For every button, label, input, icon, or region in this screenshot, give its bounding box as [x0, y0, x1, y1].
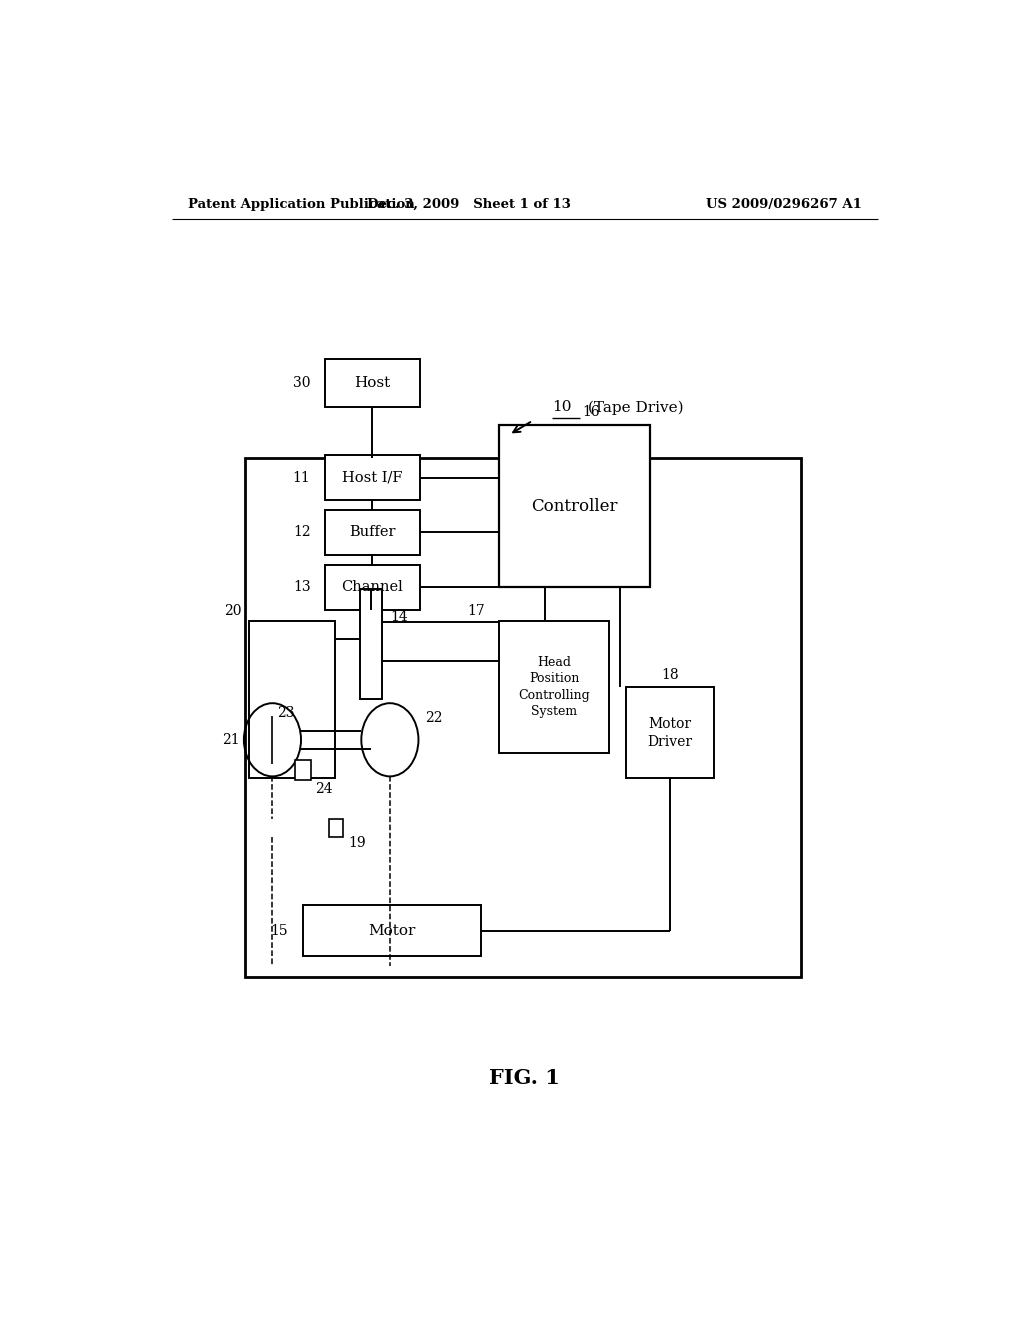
Text: Dec. 3, 2009   Sheet 1 of 13: Dec. 3, 2009 Sheet 1 of 13 — [368, 198, 571, 211]
Bar — [500, 620, 609, 752]
Bar — [325, 565, 420, 610]
Text: Motor: Motor — [369, 924, 416, 939]
Text: Patent Application Publication: Patent Application Publication — [187, 198, 415, 211]
Text: FIG. 1: FIG. 1 — [489, 1068, 560, 1088]
Text: (Tape Drive): (Tape Drive) — [583, 400, 683, 414]
Bar — [325, 359, 420, 408]
Bar — [359, 589, 382, 700]
Text: 18: 18 — [662, 668, 679, 681]
Text: 14: 14 — [390, 610, 408, 624]
Bar — [295, 760, 310, 780]
Text: 12: 12 — [293, 525, 310, 540]
Text: 23: 23 — [278, 706, 295, 719]
Bar — [246, 458, 801, 977]
Text: 10: 10 — [553, 400, 572, 414]
Bar — [250, 620, 335, 779]
Text: US 2009/0296267 A1: US 2009/0296267 A1 — [707, 198, 862, 211]
Text: 20: 20 — [224, 603, 242, 618]
Text: 24: 24 — [315, 781, 333, 796]
Bar — [325, 455, 420, 500]
Text: 11: 11 — [293, 470, 310, 484]
Bar — [325, 510, 420, 554]
Text: 30: 30 — [293, 376, 310, 389]
Text: Host: Host — [354, 376, 390, 389]
Bar — [500, 425, 650, 587]
Text: Controller: Controller — [531, 498, 618, 515]
Text: 19: 19 — [348, 837, 366, 850]
Text: 17: 17 — [467, 603, 485, 618]
Text: Channel: Channel — [342, 581, 403, 594]
Text: Head
Position
Controlling
System: Head Position Controlling System — [518, 656, 590, 718]
Bar — [329, 818, 343, 837]
Text: 15: 15 — [270, 924, 289, 939]
Text: 16: 16 — [583, 405, 600, 420]
Text: Buffer: Buffer — [349, 525, 395, 540]
Text: Motor
Driver: Motor Driver — [647, 717, 692, 748]
Text: 13: 13 — [293, 581, 310, 594]
Text: 22: 22 — [425, 711, 442, 725]
Bar — [303, 906, 481, 956]
Text: Host I/F: Host I/F — [342, 470, 402, 484]
Text: 21: 21 — [222, 733, 240, 747]
Bar — [627, 686, 714, 779]
